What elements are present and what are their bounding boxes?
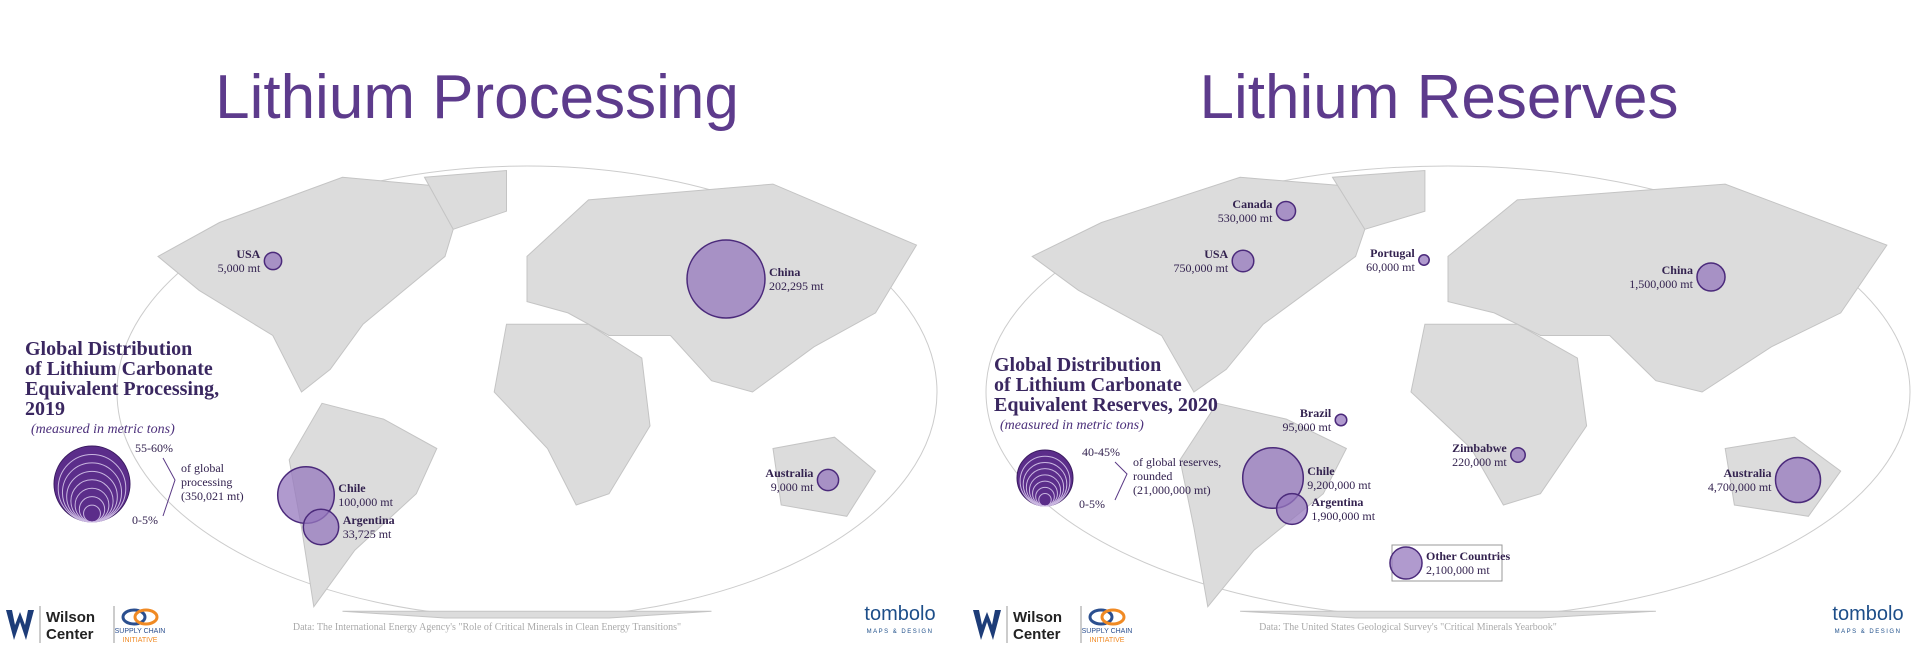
country-name: USA xyxy=(1204,247,1228,261)
bubble xyxy=(1418,254,1430,266)
bubble xyxy=(686,239,766,319)
legend-note: (350,021 mt) xyxy=(181,489,244,503)
sci-text: INITIATIVE xyxy=(1090,637,1125,644)
tombolo-sub: MAPS & DESIGN xyxy=(1835,629,1902,635)
legend-circle xyxy=(1016,449,1074,507)
legend-title: Global Distribution xyxy=(25,338,192,360)
legend-circle xyxy=(53,445,131,523)
wilson-mark xyxy=(6,610,34,640)
country-amount: 202,295 mt xyxy=(769,279,824,293)
wilson-text: Center xyxy=(46,626,94,643)
legend-title: of Lithium Carbonate xyxy=(994,374,1182,396)
legend-title: Equivalent Processing, xyxy=(25,378,219,400)
wilson-mark xyxy=(973,610,1001,640)
country-name: China xyxy=(769,265,800,279)
tombolo-text: tombolo xyxy=(864,603,935,625)
country-name: Other Countries xyxy=(1426,549,1510,563)
country-name: Argentina xyxy=(343,513,395,527)
country-amount: 220,000 mt xyxy=(1452,455,1507,469)
country-amount: 1,900,000 mt xyxy=(1311,509,1375,523)
panel-title: Lithium Processing xyxy=(215,63,739,132)
legend-min: 0-5% xyxy=(132,513,158,527)
country-name: Brazil xyxy=(1300,406,1332,420)
legend-title: of Lithium Carbonate xyxy=(25,358,213,380)
landmass xyxy=(1240,610,1656,619)
legend-circle xyxy=(1038,493,1052,507)
landmass xyxy=(342,610,712,619)
legend-circle xyxy=(83,504,101,523)
country-amount: 9,000 mt xyxy=(771,480,814,494)
wilson-text: Center xyxy=(1013,626,1061,643)
bubble xyxy=(263,251,283,271)
landmass xyxy=(423,169,507,230)
country-amount: 4,700,000 mt xyxy=(1708,480,1772,494)
sci-mark xyxy=(1088,608,1114,626)
legend-title: Equivalent Reserves, 2020 xyxy=(994,394,1218,416)
landmass xyxy=(1410,323,1588,506)
bubble xyxy=(1510,447,1526,463)
legend-subtitle: (measured in metric tons) xyxy=(1000,418,1144,433)
country-amount: 750,000 mt xyxy=(1174,261,1229,275)
bubble xyxy=(816,468,840,492)
legend-subtitle: (measured in metric tons) xyxy=(31,422,175,437)
bubble xyxy=(1275,492,1309,526)
country-name: Argentina xyxy=(1311,495,1363,509)
panel-title: Lithium Reserves xyxy=(1200,63,1679,132)
sci-text: SUPPLY CHAIN xyxy=(1082,628,1133,635)
bubble xyxy=(1334,413,1348,427)
country-amount: 9,200,000 mt xyxy=(1307,478,1371,492)
wilson-text: Wilson xyxy=(1013,609,1062,626)
wilson-text: Wilson xyxy=(46,609,95,626)
country-name: Zimbabwe xyxy=(1452,441,1507,455)
landmass xyxy=(1331,169,1426,230)
legend-max: 55-60% xyxy=(135,441,173,455)
sci-mark xyxy=(1100,608,1126,626)
country-name: Canada xyxy=(1232,197,1272,211)
source-note: Data: The International Energy Agency's … xyxy=(293,622,681,633)
legend-title: 2019 xyxy=(25,398,65,420)
landmass xyxy=(1447,183,1888,393)
sci-text: SUPPLY CHAIN xyxy=(115,628,166,635)
country-name: Portugal xyxy=(1370,246,1415,260)
tombolo-sub: MAPS & DESIGN xyxy=(867,629,934,635)
bubble xyxy=(1275,200,1297,222)
bubble xyxy=(1696,262,1726,292)
legend-note: rounded xyxy=(1133,469,1172,483)
country-name: USA xyxy=(236,247,260,261)
country-name: Chile xyxy=(338,481,366,495)
country-amount: 1,500,000 mt xyxy=(1629,277,1693,291)
legend-note: of global reserves, xyxy=(1133,455,1221,469)
legend-note: (21,000,000 mt) xyxy=(1133,483,1211,497)
country-amount: 95,000 mt xyxy=(1283,420,1332,434)
country-amount: 2,100,000 mt xyxy=(1426,563,1490,577)
legend-bracket xyxy=(1114,461,1128,501)
legend-title: Global Distribution xyxy=(994,354,1161,376)
country-name: China xyxy=(1662,263,1693,277)
bubble xyxy=(1389,546,1423,580)
sci-mark xyxy=(121,608,147,626)
sci-text: INITIATIVE xyxy=(123,637,158,644)
legend-max: 40-45% xyxy=(1082,445,1120,459)
country-amount: 5,000 mt xyxy=(218,261,261,275)
source-note: Data: The United States Geological Surve… xyxy=(1259,622,1557,633)
legend-bracket xyxy=(162,457,176,517)
bubble xyxy=(1231,249,1255,273)
legend-note: processing xyxy=(181,475,232,489)
bubble xyxy=(1774,456,1822,504)
legend-note: of global xyxy=(181,461,225,475)
country-name: Australia xyxy=(765,466,813,480)
legend-min: 0-5% xyxy=(1079,497,1105,511)
bubble xyxy=(1241,446,1305,510)
bubble xyxy=(302,508,340,546)
country-name: Chile xyxy=(1307,464,1335,478)
country-name: Australia xyxy=(1723,466,1771,480)
country-amount: 60,000 mt xyxy=(1366,260,1415,274)
tombolo-text: tombolo xyxy=(1832,603,1903,625)
country-amount: 100,000 mt xyxy=(338,495,393,509)
country-amount: 33,725 mt xyxy=(343,527,392,541)
landmass xyxy=(493,323,651,506)
sci-mark xyxy=(133,608,159,626)
country-amount: 530,000 mt xyxy=(1218,211,1273,225)
